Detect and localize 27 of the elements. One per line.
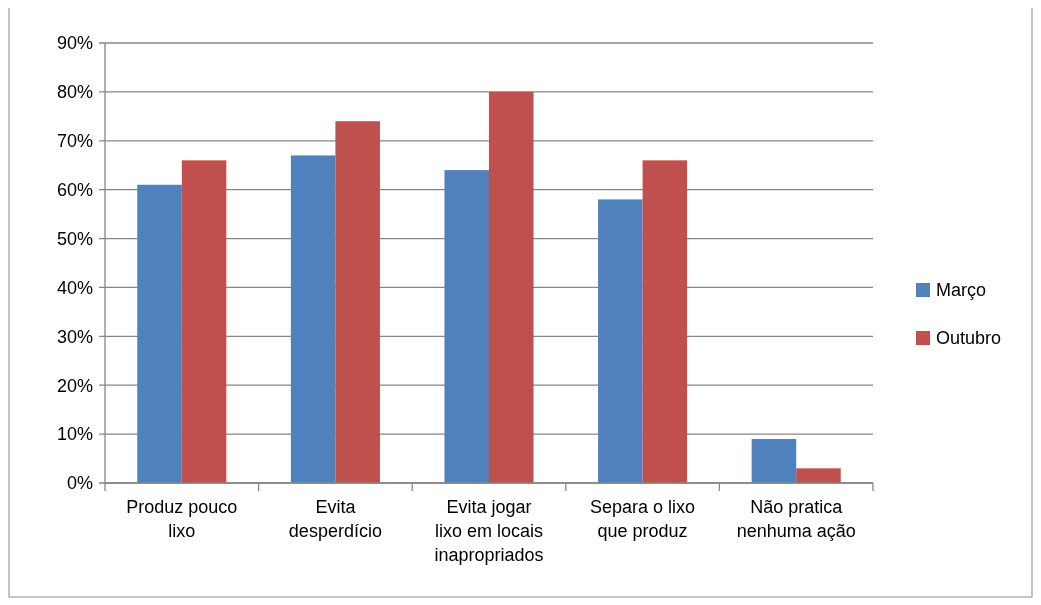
legend-label: Março — [936, 280, 987, 301]
y-tick-label: 10% — [56, 424, 93, 445]
bar — [335, 121, 380, 483]
y-tick-label: 20% — [56, 375, 93, 396]
bar — [290, 155, 336, 483]
x-tick-label: Evita desperdício — [288, 497, 382, 541]
bar — [796, 468, 841, 483]
x-tick-label: Não pratica nenhuma ação — [736, 497, 856, 541]
legend-label: Outubro — [936, 328, 1002, 349]
x-tick-label: Produz pouco lixo — [126, 497, 238, 541]
bar — [181, 160, 227, 483]
y-tick-label: 50% — [56, 228, 93, 249]
y-tick-label: 0% — [66, 473, 93, 494]
y-tick-label: 40% — [56, 277, 93, 298]
y-tick-label: 60% — [56, 179, 93, 200]
y-tick-label: 80% — [56, 82, 93, 103]
x-tick-label: Separa o lixo que produz — [590, 497, 696, 541]
bar — [642, 160, 688, 483]
x-tick-label: Evita jogar lixo em locais inapropriados — [434, 497, 544, 565]
bar — [137, 184, 182, 483]
bar — [598, 199, 643, 483]
y-tick-label: 30% — [56, 326, 93, 347]
y-tick-label: 70% — [56, 131, 93, 152]
y-tick-label: 90% — [56, 33, 93, 54]
bar — [751, 439, 797, 483]
bar — [489, 91, 534, 483]
bar — [444, 170, 489, 483]
